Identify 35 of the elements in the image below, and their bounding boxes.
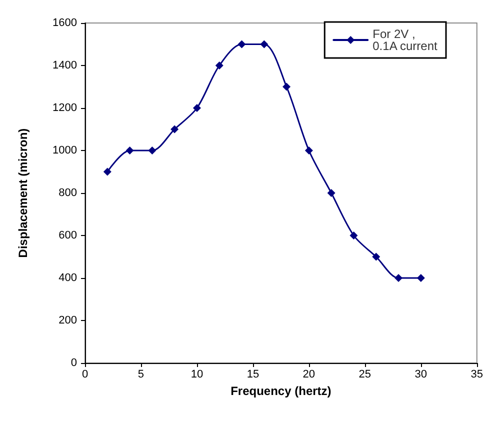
y-tick-label: 1400 [52,60,77,72]
x-tick-label: 35 [470,368,484,380]
y-tick-label: 200 [58,314,77,326]
point [126,146,134,154]
y-tick-label: 0 [70,357,77,369]
legend-label: For 2V , 0.1A current [372,27,438,53]
x-tick-label: 0 [82,368,88,380]
point [304,146,313,154]
y-tick-label: 1000 [52,144,77,156]
y-tick-label: 400 [58,272,77,284]
x-tick-label: 5 [138,368,144,380]
point [170,125,179,134]
point [103,168,112,176]
y-tick-label: 1200 [52,102,77,114]
x-axis-title: Frequency (hertz) [230,384,332,398]
point [215,62,224,70]
point [192,104,201,112]
y-tick-label: 1600 [52,17,77,29]
point [394,274,403,282]
point [260,40,268,48]
x-tick-label: 20 [302,368,316,380]
point [372,252,380,261]
point [282,82,291,91]
point [148,146,156,154]
x-tick-label: 15 [246,368,260,380]
point [327,189,336,197]
point [238,40,246,48]
x-tick-label: 30 [414,368,428,380]
point [416,274,425,282]
x-tick-label: 10 [190,368,204,380]
y-axis-title: Displacement (micron) [16,128,30,258]
x-tick-label: 25 [358,368,372,380]
point [350,232,358,240]
y-tick-label: 800 [58,187,77,199]
y-tick-label: 600 [58,230,77,242]
